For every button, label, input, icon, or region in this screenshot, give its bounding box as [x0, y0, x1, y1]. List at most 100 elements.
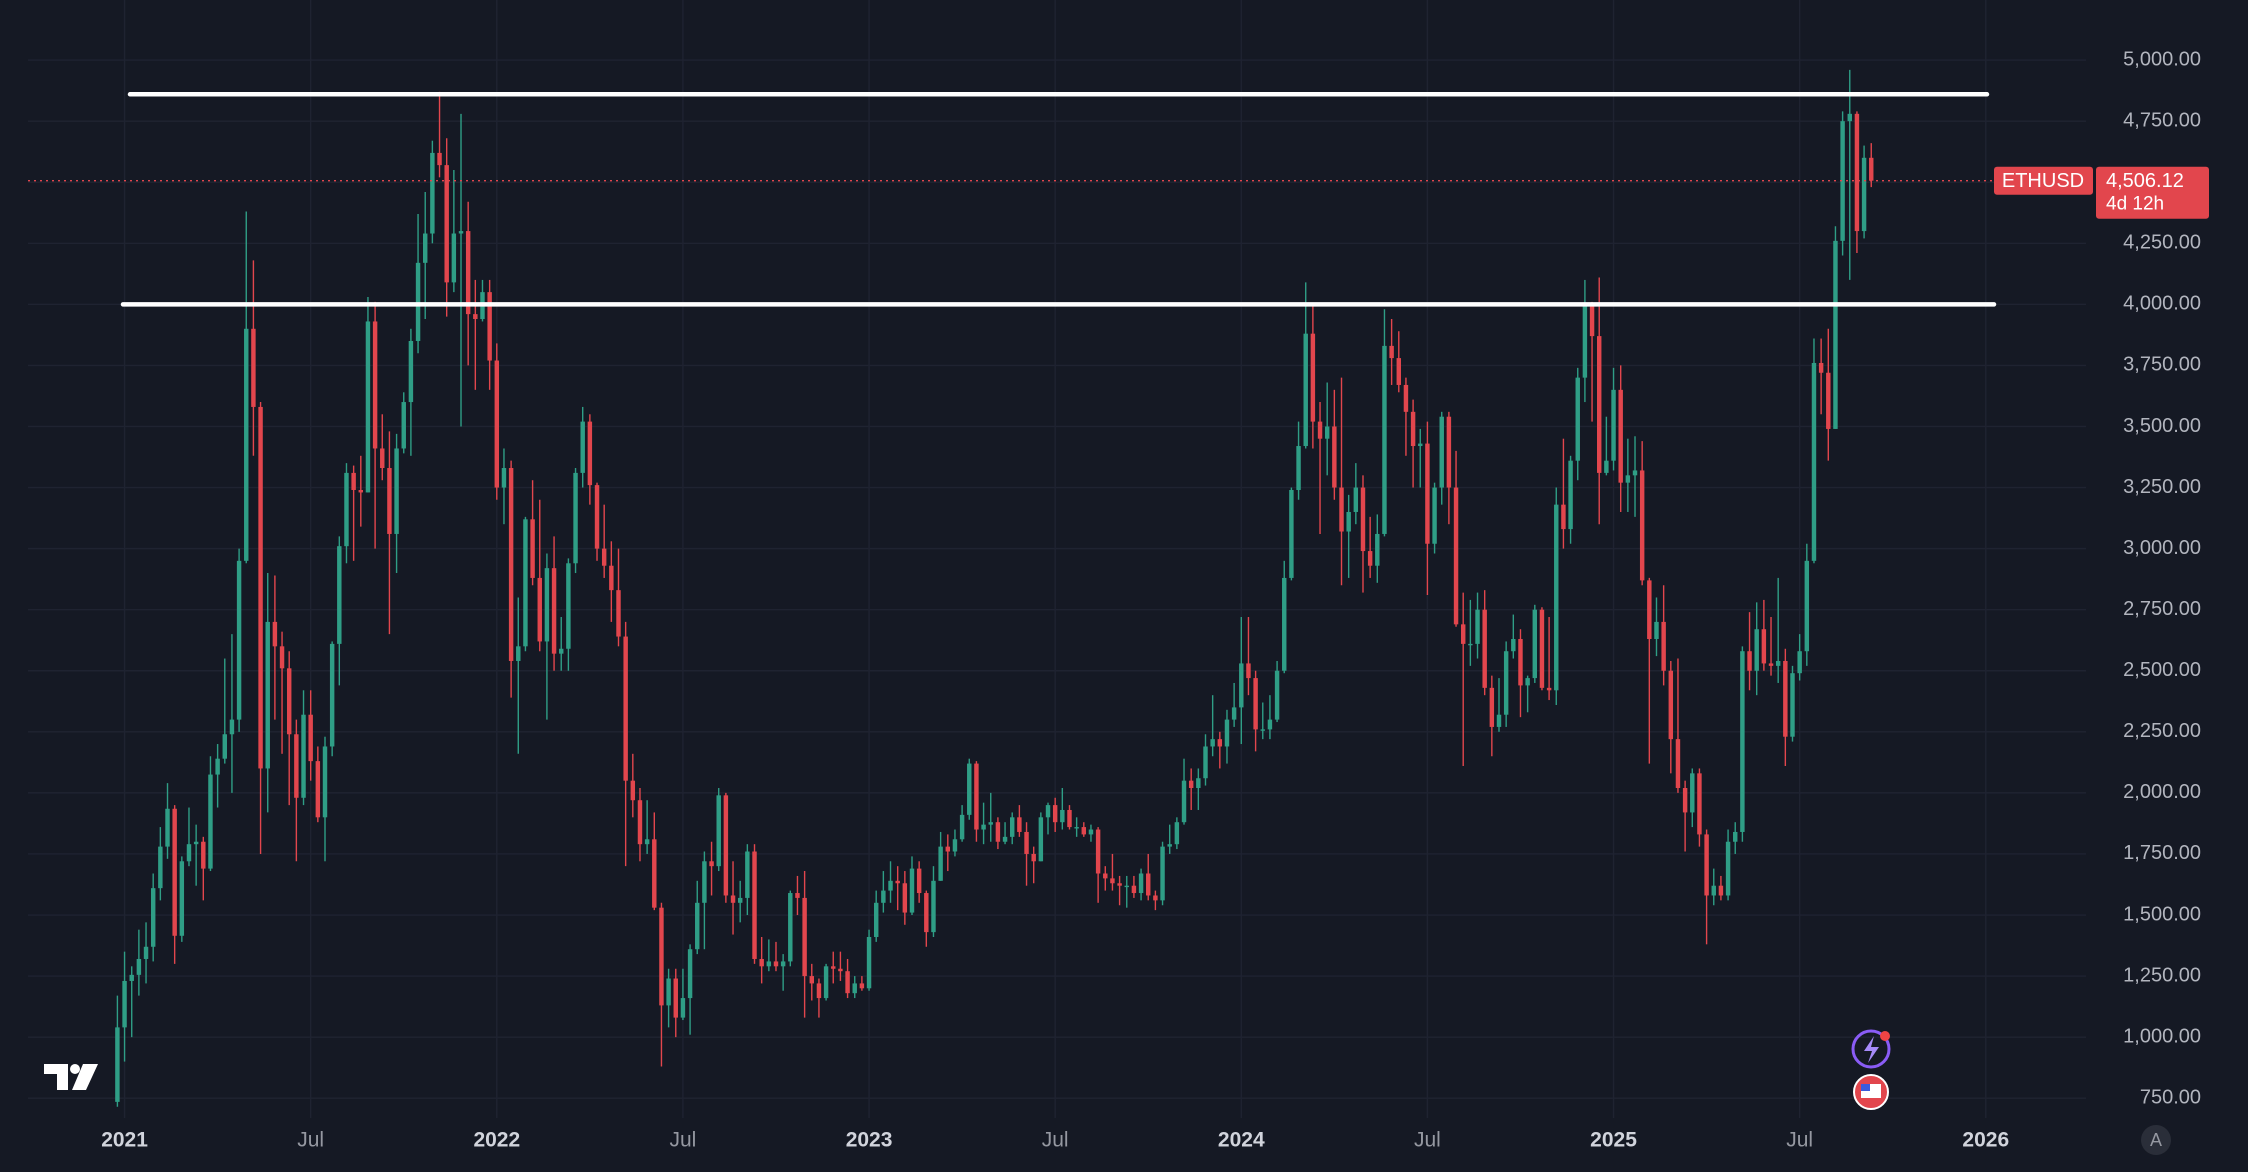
candle-body — [1060, 809, 1065, 823]
candle-body — [1174, 822, 1180, 845]
candle-body — [1718, 885, 1724, 896]
candle-body — [845, 971, 850, 994]
candle-body — [838, 968, 843, 972]
candle-body — [1138, 873, 1144, 894]
candle-body — [1704, 834, 1709, 896]
candle-body — [422, 233, 428, 263]
candle-body — [1840, 121, 1845, 241]
candle-body — [523, 519, 528, 647]
y-tick-label: 4,750.00 — [2123, 109, 2201, 131]
candle-body — [551, 568, 557, 654]
candle-body — [1647, 580, 1652, 639]
candle-body — [508, 468, 514, 661]
candle-body — [544, 568, 550, 642]
candle-body — [1783, 660, 1788, 737]
candle-body — [1267, 719, 1273, 730]
icon-flag[interactable] — [1853, 1074, 1889, 1110]
candle-body — [652, 839, 657, 908]
candle-body — [1632, 470, 1638, 476]
candle-body — [866, 936, 872, 989]
candle-body — [1067, 809, 1072, 828]
y-tick-label: 4,250.00 — [2123, 232, 2201, 254]
candle-body — [1775, 660, 1781, 666]
candle-body — [1196, 778, 1201, 788]
candle-body — [1002, 836, 1008, 842]
candle-body — [1546, 687, 1552, 691]
candle-body — [1375, 533, 1380, 566]
candle-body — [630, 780, 636, 801]
candle-body — [115, 1027, 120, 1102]
candle-body — [938, 846, 943, 881]
candle-body — [1682, 787, 1688, 813]
candle-body — [1317, 421, 1323, 439]
candle-body — [1453, 487, 1459, 625]
candle-body — [587, 421, 593, 486]
candle-body — [945, 846, 951, 852]
candle-body — [158, 846, 163, 889]
candle-body — [687, 949, 693, 999]
candle-body — [1747, 651, 1752, 671]
y-tick-label: 3,250.00 — [2123, 476, 2201, 498]
candle-body — [337, 546, 342, 644]
y-tick-label: 1,250.00 — [2123, 964, 2201, 986]
candle-body — [1332, 426, 1337, 488]
candle-body — [1639, 470, 1645, 581]
candle-body — [723, 795, 729, 896]
candle-body — [1733, 831, 1738, 842]
icon-badge — [1880, 1031, 1890, 1041]
candle-body — [809, 976, 814, 984]
candle-body — [1439, 416, 1444, 488]
candle-body — [165, 808, 170, 847]
auto-scale-button[interactable]: A — [2141, 1125, 2171, 1155]
candle-body — [673, 978, 678, 1018]
candle-body — [644, 839, 650, 845]
logo-t — [44, 1064, 68, 1090]
candle-body — [1382, 345, 1387, 534]
candle-body — [344, 472, 349, 547]
candle-body — [1711, 885, 1716, 896]
candle-body — [1396, 358, 1401, 385]
candle-body — [1181, 780, 1187, 823]
candle-body — [1339, 487, 1344, 532]
candle-body — [1282, 577, 1287, 671]
candle-body — [974, 763, 979, 830]
candle-body — [737, 897, 743, 903]
candle-body — [1346, 511, 1351, 532]
candle-body — [244, 328, 249, 561]
candle-body — [1675, 739, 1681, 788]
x-tick-label: 2026 — [1962, 1129, 2009, 1152]
candle-body — [1239, 663, 1244, 708]
candle-body — [1611, 389, 1616, 461]
candle-body — [430, 152, 435, 234]
candle-body — [465, 231, 471, 315]
candle-body — [1618, 389, 1623, 483]
candle-body — [286, 668, 292, 735]
price-tag: 4,506.12 — [2106, 170, 2184, 192]
candle-body — [573, 472, 578, 564]
candle-body — [1045, 805, 1051, 818]
candle-body — [1167, 844, 1172, 847]
price-tag-bg — [2096, 166, 2209, 219]
candle-body — [1224, 719, 1230, 747]
candle-body — [902, 883, 908, 913]
candle-body — [1818, 362, 1824, 373]
candle-body — [150, 888, 156, 947]
candle-body — [380, 448, 385, 469]
candle-body — [279, 646, 285, 669]
candle-body — [1575, 377, 1580, 461]
auto-button-label: A — [2150, 1130, 2162, 1150]
candle-body — [394, 448, 399, 534]
symbol-tag-bg — [1994, 166, 2093, 195]
candle-body — [888, 880, 893, 891]
candle-body — [1074, 827, 1079, 829]
candle-body — [415, 262, 421, 341]
candle-body — [1353, 487, 1359, 512]
candle-body — [530, 519, 535, 578]
countdown-tag: 4d 12h — [2106, 194, 2164, 215]
candle-body — [193, 841, 199, 845]
tv-logo — [44, 1064, 98, 1090]
candle-body — [680, 998, 686, 1018]
candle-body — [1661, 621, 1666, 671]
icon-flash[interactable] — [1851, 1029, 1891, 1069]
